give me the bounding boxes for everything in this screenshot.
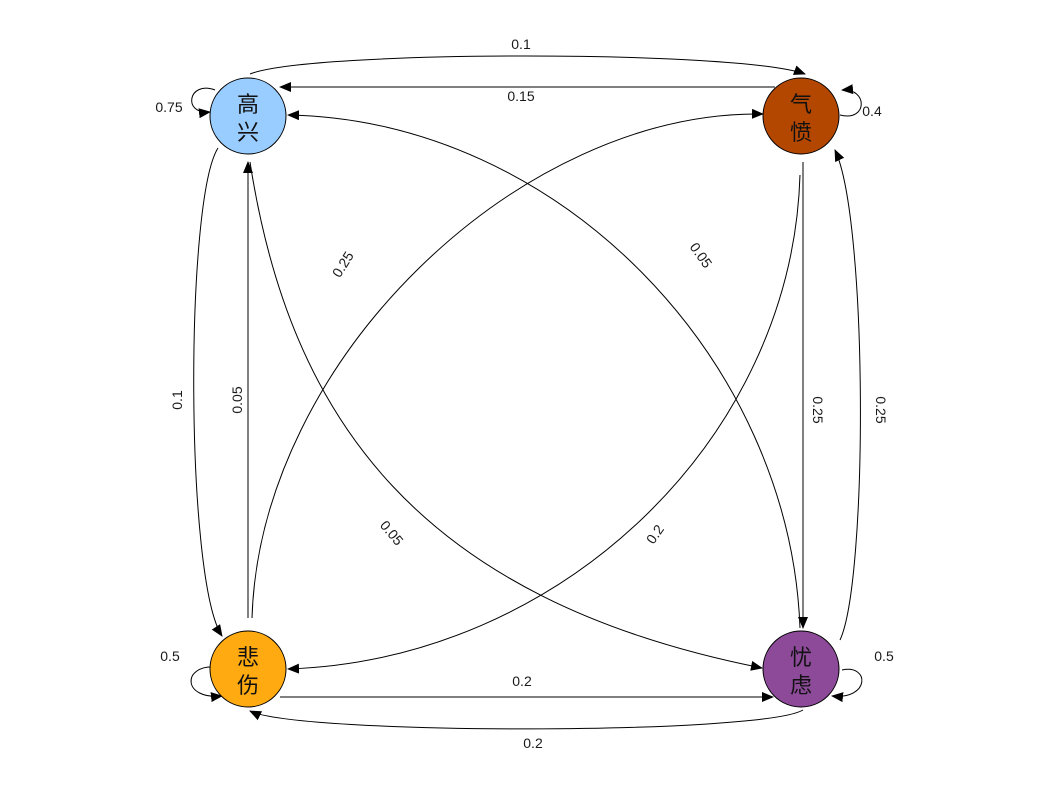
edge-angry-sad: [287, 174, 801, 674]
label-sad-happy: 0.05: [229, 386, 245, 413]
label-happy-sad: 0.1: [169, 390, 185, 410]
node-worried-label-1: 忧: [790, 646, 812, 671]
node-angry-circle: [762, 77, 840, 155]
label-angry-sad: 0.2: [643, 521, 667, 546]
label-angry-self: 0.4: [862, 103, 882, 119]
node-angry: 气 愤: [762, 77, 840, 155]
label-worried-happy: 0.05: [687, 239, 716, 271]
edge-sad-self: [190, 666, 223, 703]
edge-worried-happy: [287, 110, 801, 629]
node-worried-circle: [762, 630, 840, 708]
node-happy-label-2: 兴: [237, 121, 259, 146]
node-happy: 高 兴: [209, 77, 287, 155]
label-sad-worried: 0.2: [512, 673, 532, 689]
node-happy-label-1: 高: [237, 93, 259, 118]
edge-worried-sad: [249, 709, 804, 730]
label-angry-happy: 0.15: [507, 88, 534, 104]
node-angry-label-2: 愤: [790, 121, 812, 146]
label-sad-angry: 0.25: [329, 248, 357, 280]
label-happy-angry: 0.1: [511, 36, 531, 52]
edge-happy-sad: [193, 147, 223, 637]
node-angry-label-1: 气: [790, 93, 812, 118]
label-happy-worried: 0.05: [377, 517, 407, 548]
edge-happy-self: [191, 87, 216, 119]
edge-worried-self: [831, 668, 863, 703]
edge-happy-angry: [249, 55, 806, 75]
label-sad-self: 0.5: [160, 648, 180, 664]
node-worried-label-2: 虑: [790, 674, 812, 699]
node-worried: 忧 虑: [762, 630, 840, 708]
edge-angry-self: [839, 84, 862, 117]
label-angry-worried: 0.25: [810, 396, 826, 423]
label-worried-self: 0.5: [874, 648, 894, 664]
edge-worried-angry: [834, 149, 861, 641]
node-sad: 悲 伤: [209, 630, 287, 708]
label-worried-angry: 0.25: [873, 396, 889, 423]
edge-sad-angry: [251, 108, 764, 619]
node-happy-circle: [209, 77, 287, 155]
label-worried-sad: 0.2: [523, 735, 543, 751]
node-sad-label-2: 伤: [237, 674, 259, 699]
node-sad-label-1: 悲: [237, 646, 259, 671]
edge-happy-worried: [249, 161, 763, 671]
label-happy-self: 0.75: [155, 99, 182, 115]
node-sad-circle: [209, 630, 287, 708]
